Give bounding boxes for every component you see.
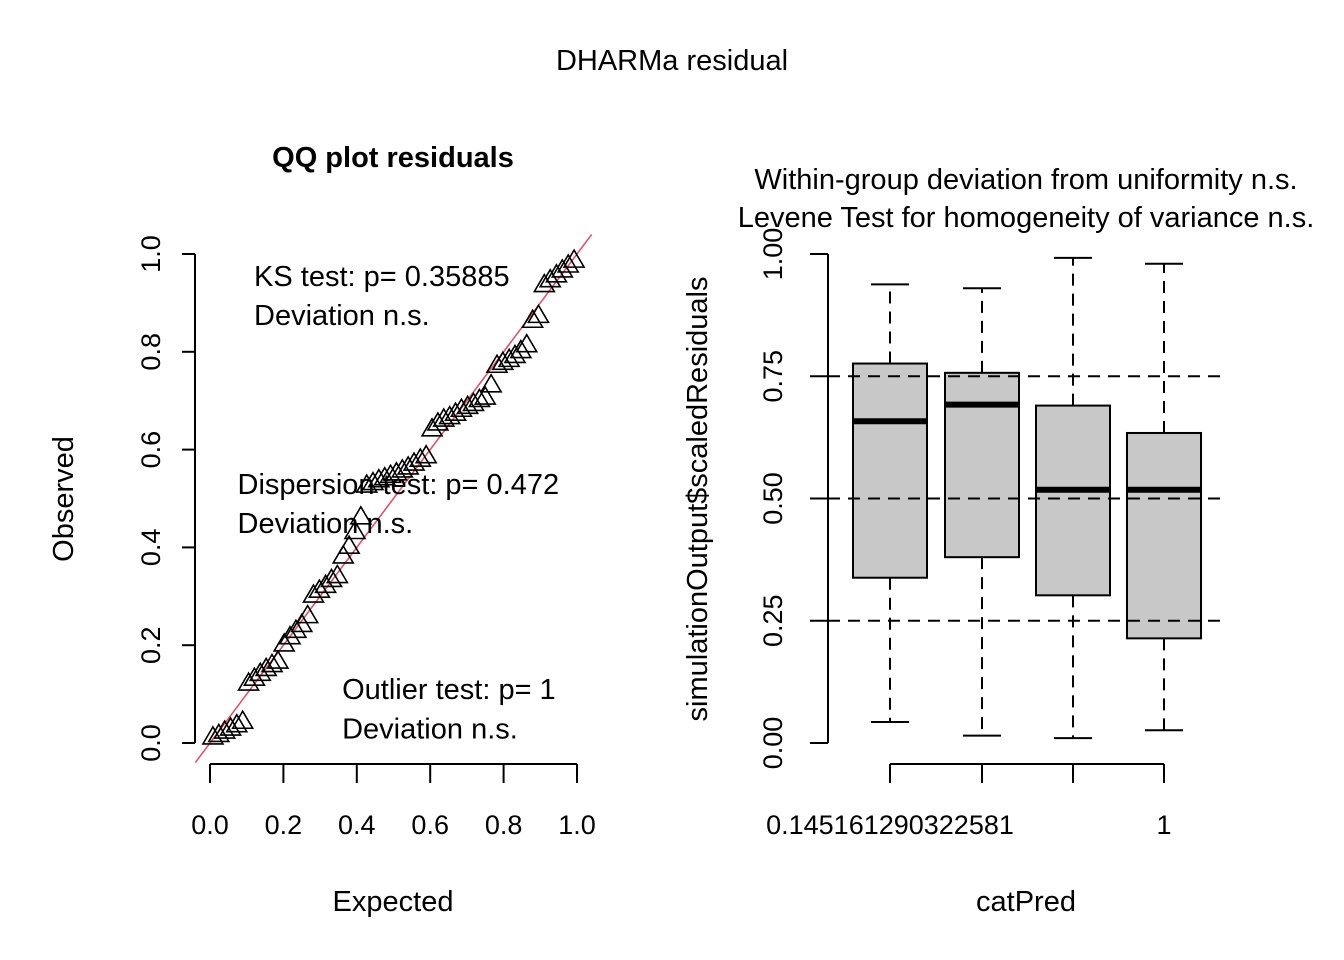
qq-point <box>479 373 503 393</box>
qq-point <box>231 709 255 730</box>
qq-annotation: Outlier test: p= 1 <box>342 674 556 706</box>
qq-point <box>491 350 515 371</box>
qq-y-tick-label: 0.6 <box>136 431 166 469</box>
qq-point <box>462 391 485 412</box>
qq-y-tick-label: 0.0 <box>136 724 166 762</box>
boxplot-box <box>852 362 928 579</box>
qq-annotation: Deviation n.s. <box>238 508 414 540</box>
qq-point <box>408 447 432 467</box>
qq-point <box>219 716 242 736</box>
boxplot-ylabel: simulationOutput$scaledResiduals <box>682 277 714 722</box>
qq-annotation: Deviation n.s. <box>254 300 430 332</box>
boxplot-y-tick-label: 0.00 <box>758 717 788 770</box>
figure-title: DHARMa residual <box>556 45 788 77</box>
qq-point <box>503 343 527 364</box>
qq-title: QQ plot residuals <box>272 142 514 174</box>
boxplot-y-tick-label: 0.75 <box>758 350 788 403</box>
qq-point <box>449 397 473 418</box>
qq-point <box>349 505 373 525</box>
qq-point <box>379 463 402 484</box>
qq-point <box>266 649 290 669</box>
qq-point <box>325 563 349 584</box>
qq-point <box>420 417 444 437</box>
qq-point <box>521 308 544 329</box>
qq-annotation: KS test: p= 0.35885 <box>254 261 510 293</box>
qq-point <box>467 387 491 408</box>
qq-annotation: Dispersion test: p= 0.472 <box>238 469 560 501</box>
qq-x-tick-label: 0.2 <box>265 810 303 840</box>
qq-point <box>444 401 467 421</box>
qq-y-tick-label: 1.0 <box>136 235 166 273</box>
boxplot-box <box>1035 404 1111 597</box>
qq-xlabel: Expected <box>333 886 454 918</box>
qq-point <box>385 461 408 481</box>
qq-point <box>307 578 331 598</box>
qq-point <box>302 583 325 603</box>
qq-point <box>456 394 480 415</box>
qq-point <box>355 473 379 493</box>
qq-point <box>414 444 438 464</box>
qq-point <box>545 263 568 283</box>
qq-point <box>390 458 414 478</box>
qq-point <box>538 268 562 288</box>
qq-x-tick-label: 0.6 <box>411 810 449 840</box>
boxplot-xlabel: catPred <box>976 886 1076 918</box>
boxplot-panel: Within-group deviation from uniformity n… <box>682 164 1314 918</box>
qq-ylabel: Observed <box>48 436 80 562</box>
qq-annotation: Deviation n.s. <box>342 713 518 745</box>
qq-point <box>213 719 237 739</box>
qq-point <box>432 407 456 427</box>
qq-point <box>473 385 497 405</box>
qq-point <box>284 618 308 639</box>
qq-point <box>361 471 385 491</box>
boxplot-box <box>1126 431 1202 640</box>
qq-point <box>278 625 302 645</box>
qq-point <box>296 604 320 624</box>
boxplot-title-line-1: Within-group deviation from uniformity n… <box>754 164 1297 196</box>
qq-point <box>225 713 249 733</box>
qq-point <box>337 534 361 554</box>
qq-point <box>532 272 556 293</box>
boxplot-y-tick-label: 0.50 <box>758 472 788 525</box>
qq-point <box>243 666 266 687</box>
qq-point <box>485 353 509 374</box>
boxplot-title-line-2: Levene Test for homogeneity of variance … <box>738 202 1315 234</box>
qq-point <box>373 466 397 486</box>
qq-point <box>260 652 284 673</box>
qq-x-tick-label: 0.4 <box>338 810 376 840</box>
qq-point <box>320 567 343 588</box>
boxplot-x-tick-label: 0.145161290322581 <box>766 810 1014 840</box>
qq-point <box>562 248 586 268</box>
qq-y-tick-label: 0.8 <box>136 333 166 371</box>
qq-point <box>515 333 539 353</box>
qq-x-tick-label: 0.0 <box>191 810 229 840</box>
qq-point <box>550 258 574 278</box>
qq-point <box>331 544 355 564</box>
qq-point <box>237 671 260 691</box>
qq-x-tick-label: 1.0 <box>558 810 596 840</box>
qq-point <box>254 656 278 677</box>
qq-point <box>527 303 550 324</box>
qq-point <box>402 451 426 471</box>
qq-y-tick-label: 0.2 <box>136 626 166 664</box>
qq-plot-panel: QQ plot residuals 0.0 0.2 0.4 0.6 0.8 1.0 0.0… <box>48 142 596 918</box>
boxplot-box <box>944 371 1020 559</box>
qq-point <box>509 339 533 359</box>
qq-point <box>201 725 225 745</box>
boxplot-x-tick-label: 1 <box>1156 810 1171 840</box>
qq-point <box>343 519 367 540</box>
qq-point <box>556 253 580 273</box>
boxplot-y-tick-label: 0.25 <box>758 594 788 647</box>
boxplot-y-tick-label: 1.00 <box>758 228 788 281</box>
qq-point <box>272 632 296 652</box>
qq-point <box>426 411 450 431</box>
qq-y-tick-label: 0.4 <box>136 529 166 567</box>
boxplot-medians <box>853 401 1201 493</box>
qq-point <box>207 722 231 743</box>
qq-x-tick-label: 0.8 <box>485 810 523 840</box>
qq-point <box>314 573 338 594</box>
qq-point <box>438 405 462 425</box>
